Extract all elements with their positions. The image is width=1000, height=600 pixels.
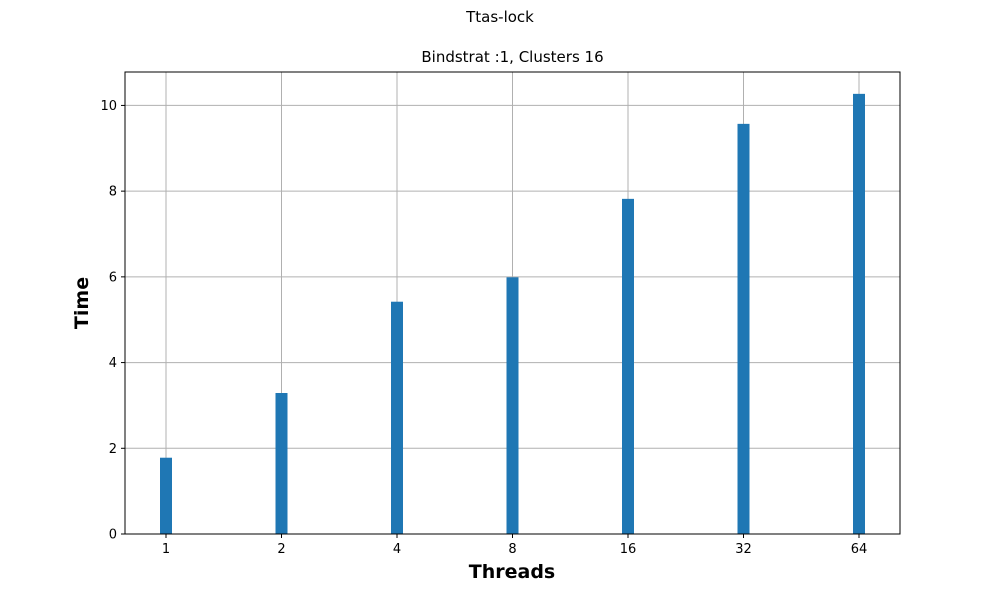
y-axis-ticks: 0 2 4 6 8 10 [100,99,125,543]
bar-16 [622,198,634,534]
bar-1 [160,457,172,534]
x-tick-label: 4 [393,542,401,557]
x-axis-ticks: 1 2 4 8 16 32 64 [162,534,867,557]
x-tick-label: 64 [851,542,868,557]
x-axis-label: Threads [469,561,555,583]
x-tick-label: 32 [735,542,752,557]
figure-suptitle: Ttas-lock [466,8,534,26]
x-tick-label: 16 [620,542,637,557]
bar-32 [737,123,750,534]
y-tick-label: 6 [109,270,117,285]
y-axis-label: Time [71,277,93,329]
bar-8 [506,277,519,534]
bar-2 [275,393,288,534]
chart-title: Bindstrat :1, Clusters 16 [421,48,604,66]
x-tick-label: 8 [508,542,516,557]
y-tick-label: 2 [109,442,117,457]
x-tick-label: 2 [277,542,285,557]
y-tick-label: 10 [100,99,117,114]
y-tick-label: 8 [109,185,117,200]
bar-4 [391,301,403,534]
bar-64 [853,93,865,534]
bars-group [160,93,865,534]
y-tick-label: 4 [109,356,117,371]
x-tick-label: 1 [162,542,170,557]
y-tick-label: 0 [109,528,117,543]
